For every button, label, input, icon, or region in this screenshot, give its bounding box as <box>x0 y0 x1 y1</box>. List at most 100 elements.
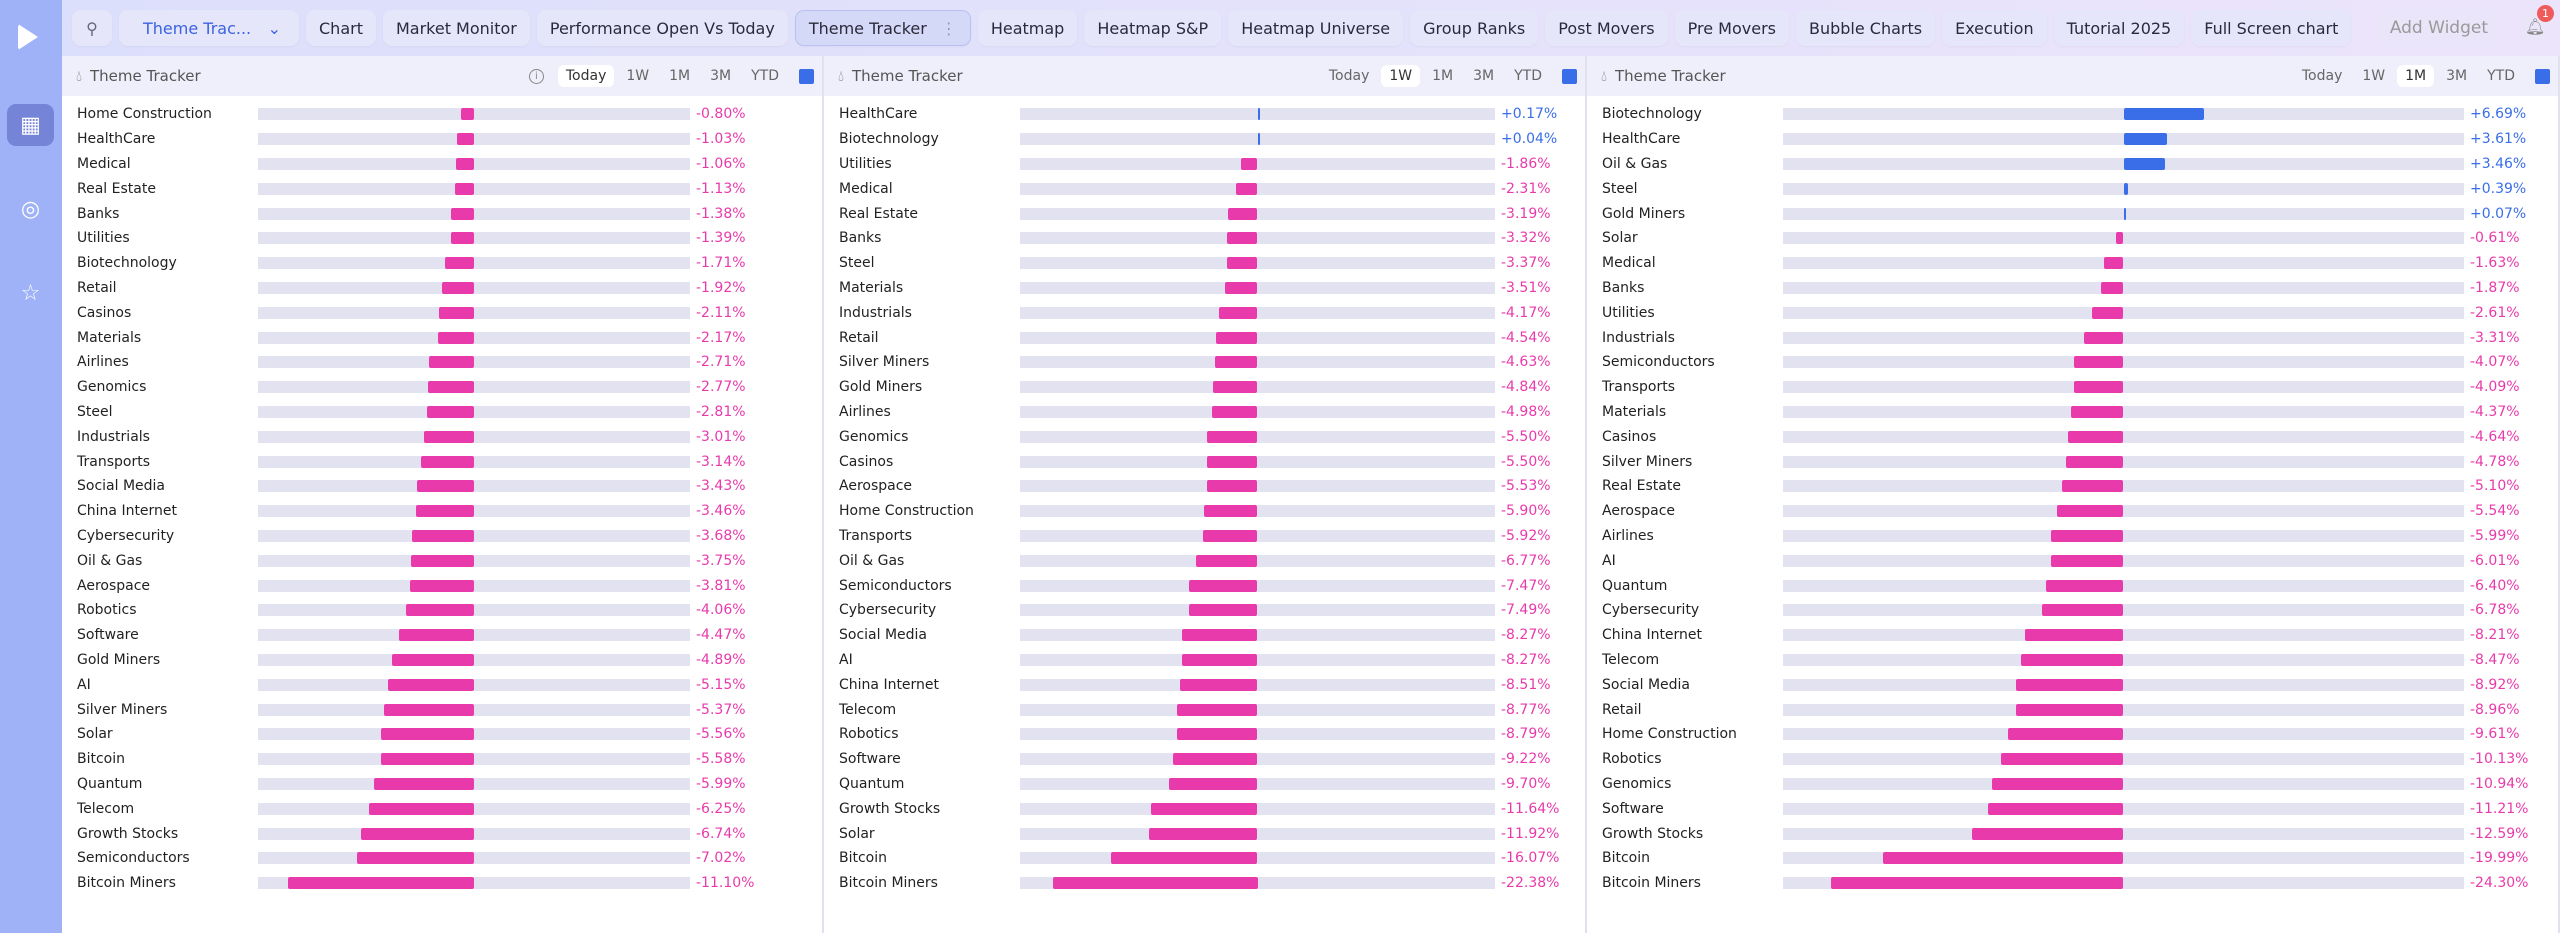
list-item[interactable]: Steel +0.39% <box>1587 176 2558 201</box>
list-item[interactable]: AI -6.01% <box>1587 548 2558 573</box>
list-item[interactable]: Materials -3.51% <box>824 276 1585 301</box>
list-item[interactable]: Transports -3.14% <box>62 449 822 474</box>
list-item[interactable]: Transports -4.09% <box>1587 375 2558 400</box>
tab-market-monitor[interactable]: Market Monitor <box>382 10 530 46</box>
list-item[interactable]: Real Estate -1.13% <box>62 176 822 201</box>
list-item[interactable]: Home Construction -0.80% <box>62 102 822 127</box>
list-item[interactable]: Gold Miners +0.07% <box>1587 201 2558 226</box>
period-3m[interactable]: 3M <box>1473 68 1495 84</box>
period-ytd[interactable]: YTD <box>2487 68 2515 84</box>
radar-icon[interactable]: ◎ <box>20 196 41 222</box>
list-item[interactable]: Semiconductors -4.07% <box>1587 350 2558 375</box>
list-item[interactable]: AI -8.27% <box>824 648 1585 673</box>
list-item[interactable]: Solar -5.56% <box>62 722 822 747</box>
period-1w[interactable]: 1W <box>1381 65 1421 87</box>
list-item[interactable]: Casinos -5.50% <box>824 449 1585 474</box>
list-item[interactable]: Genomics -10.94% <box>1587 772 2558 797</box>
list-item[interactable]: Retail -4.54% <box>824 325 1585 350</box>
tab-theme-tracker[interactable]: Theme Tracker ⋮ <box>794 10 971 46</box>
list-item[interactable]: Software -9.22% <box>824 747 1585 772</box>
list-item[interactable]: Steel -2.81% <box>62 400 822 425</box>
list-item[interactable]: Bitcoin Miners -22.38% <box>824 871 1585 896</box>
list-item[interactable]: Transports -5.92% <box>824 524 1585 549</box>
add-widget-button[interactable]: Add Widget <box>2375 10 2502 46</box>
color-swatch[interactable] <box>799 68 814 84</box>
list-item[interactable]: Industrials -3.31% <box>1587 325 2558 350</box>
period-today[interactable]: Today <box>1328 68 1370 84</box>
list-item[interactable]: Software -4.47% <box>62 623 822 648</box>
list-item[interactable]: Airlines -5.99% <box>1587 524 2558 549</box>
list-item[interactable]: Telecom -8.47% <box>1587 648 2558 673</box>
list-item[interactable]: Cybersecurity -7.49% <box>824 598 1585 623</box>
info-icon[interactable]: i <box>528 68 544 84</box>
tab-group-ranks[interactable]: Group Ranks <box>1410 10 1539 46</box>
list-item[interactable]: Aerospace -5.54% <box>1587 499 2558 524</box>
layout-selector[interactable]: Theme Trac... ⌄ <box>119 10 299 46</box>
list-item[interactable]: Medical -2.31% <box>824 176 1585 201</box>
list-item[interactable]: Utilities -2.61% <box>1587 300 2558 325</box>
list-item[interactable]: Social Media -3.43% <box>62 474 822 499</box>
list-item[interactable]: Airlines -2.71% <box>62 350 822 375</box>
tab-execution[interactable]: Execution <box>1942 10 2047 46</box>
list-item[interactable]: Genomics -2.77% <box>62 375 822 400</box>
period-3m[interactable]: 3M <box>2446 68 2468 84</box>
list-item[interactable]: Materials -4.37% <box>1587 400 2558 425</box>
tab-performance-open-vs-today[interactable]: Performance Open Vs Today <box>536 10 788 46</box>
list-item[interactable]: Solar -0.61% <box>1587 226 2558 251</box>
period-ytd[interactable]: YTD <box>751 68 779 84</box>
list-item[interactable]: Silver Miners -4.63% <box>824 350 1585 375</box>
tab-chart[interactable]: Chart <box>306 10 376 46</box>
list-item[interactable]: Bitcoin -16.07% <box>824 846 1585 871</box>
list-item[interactable]: Cybersecurity -3.68% <box>62 524 822 549</box>
list-item[interactable]: HealthCare +3.61% <box>1587 127 2558 152</box>
list-item[interactable]: Medical -1.63% <box>1587 251 2558 276</box>
list-item[interactable]: Oil & Gas -3.75% <box>62 548 822 573</box>
list-item[interactable]: Casinos -2.11% <box>62 300 822 325</box>
tab-heatmap[interactable]: Heatmap <box>977 10 1078 46</box>
tab-tutorial-2025[interactable]: Tutorial 2025 <box>2053 10 2185 46</box>
list-item[interactable]: Steel -3.37% <box>824 251 1585 276</box>
tab-post-movers[interactable]: Post Movers <box>1545 10 1668 46</box>
list-item[interactable]: Retail -8.96% <box>1587 697 2558 722</box>
star-icon[interactable]: ☆ <box>20 280 41 306</box>
list-item[interactable]: Silver Miners -4.78% <box>1587 449 2558 474</box>
list-item[interactable]: Real Estate -3.19% <box>824 201 1585 226</box>
list-item[interactable]: Industrials -3.01% <box>62 424 822 449</box>
list-item[interactable]: Medical -1.06% <box>62 152 822 177</box>
list-item[interactable]: Utilities -1.86% <box>824 152 1585 177</box>
list-item[interactable]: Robotics -4.06% <box>62 598 822 623</box>
list-item[interactable]: Airlines -4.98% <box>824 400 1585 425</box>
list-item[interactable]: Banks -1.87% <box>1587 276 2558 301</box>
list-item[interactable]: Solar -11.92% <box>824 821 1585 846</box>
list-item[interactable]: Biotechnology +6.69% <box>1587 102 2558 127</box>
tab-full-screen-chart[interactable]: Full Screen chart <box>2191 10 2352 46</box>
list-item[interactable]: Robotics -8.79% <box>824 722 1585 747</box>
search-button[interactable]: ⚲ <box>72 10 112 46</box>
period-today[interactable]: Today <box>2301 68 2343 84</box>
period-1m[interactable]: 1M <box>669 68 691 84</box>
list-item[interactable]: Software -11.21% <box>1587 796 2558 821</box>
list-item[interactable]: Social Media -8.27% <box>824 623 1585 648</box>
list-item[interactable]: Quantum -9.70% <box>824 772 1585 797</box>
list-item[interactable]: Aerospace -3.81% <box>62 573 822 598</box>
list-item[interactable]: Gold Miners -4.89% <box>62 648 822 673</box>
color-swatch[interactable] <box>2535 68 2550 84</box>
period-today[interactable]: Today <box>557 65 615 87</box>
tab-heatmap-universe[interactable]: Heatmap Universe <box>1228 10 1404 46</box>
period-ytd[interactable]: YTD <box>1514 68 1542 84</box>
tab-pre-movers[interactable]: Pre Movers <box>1674 10 1789 46</box>
list-item[interactable]: HealthCare -1.03% <box>62 127 822 152</box>
list-item[interactable]: Oil & Gas -6.77% <box>824 548 1585 573</box>
list-item[interactable]: Industrials -4.17% <box>824 300 1585 325</box>
list-item[interactable]: Telecom -6.25% <box>62 796 822 821</box>
list-item[interactable]: Bitcoin -19.99% <box>1587 846 2558 871</box>
list-item[interactable]: China Internet -8.51% <box>824 672 1585 697</box>
list-item[interactable]: Bitcoin Miners -24.30% <box>1587 871 2558 896</box>
tab-heatmap-s-p[interactable]: Heatmap S&P <box>1084 10 1222 46</box>
list-item[interactable]: Genomics -5.50% <box>824 424 1585 449</box>
list-item[interactable]: Growth Stocks -6.74% <box>62 821 822 846</box>
list-item[interactable]: Bitcoin -5.58% <box>62 747 822 772</box>
tab-menu-icon[interactable]: ⋮ <box>940 18 957 38</box>
list-item[interactable]: HealthCare +0.17% <box>824 102 1585 127</box>
list-item[interactable]: Biotechnology +0.04% <box>824 127 1585 152</box>
